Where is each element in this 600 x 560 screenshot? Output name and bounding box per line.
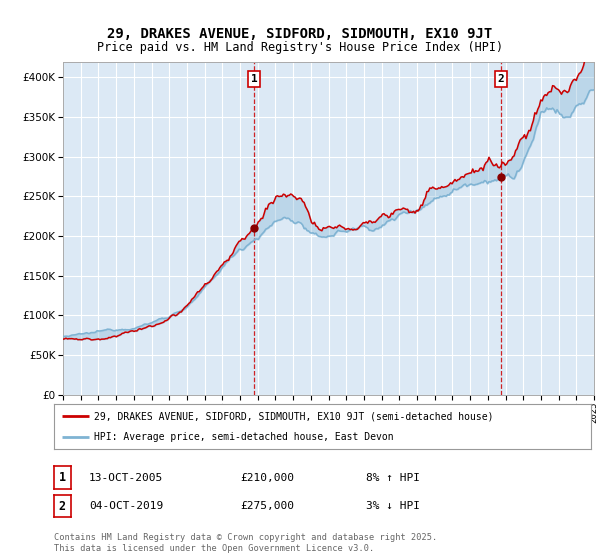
Text: £210,000: £210,000 xyxy=(240,473,294,483)
Text: 8% ↑ HPI: 8% ↑ HPI xyxy=(366,473,420,483)
Text: 3% ↓ HPI: 3% ↓ HPI xyxy=(366,501,420,511)
Text: 04-OCT-2019: 04-OCT-2019 xyxy=(89,501,163,511)
Text: 2: 2 xyxy=(497,74,505,84)
Text: 1: 1 xyxy=(59,471,66,484)
Text: 2: 2 xyxy=(59,500,66,513)
Text: Price paid vs. HM Land Registry's House Price Index (HPI): Price paid vs. HM Land Registry's House … xyxy=(97,40,503,54)
Text: 29, DRAKES AVENUE, SIDFORD, SIDMOUTH, EX10 9JT: 29, DRAKES AVENUE, SIDFORD, SIDMOUTH, EX… xyxy=(107,27,493,41)
Text: 1: 1 xyxy=(251,74,257,84)
Text: 13-OCT-2005: 13-OCT-2005 xyxy=(89,473,163,483)
Text: £275,000: £275,000 xyxy=(240,501,294,511)
Text: Contains HM Land Registry data © Crown copyright and database right 2025.
This d: Contains HM Land Registry data © Crown c… xyxy=(54,534,437,553)
Text: 29, DRAKES AVENUE, SIDFORD, SIDMOUTH, EX10 9JT (semi-detached house): 29, DRAKES AVENUE, SIDFORD, SIDMOUTH, EX… xyxy=(94,412,494,422)
Text: HPI: Average price, semi-detached house, East Devon: HPI: Average price, semi-detached house,… xyxy=(94,432,394,442)
